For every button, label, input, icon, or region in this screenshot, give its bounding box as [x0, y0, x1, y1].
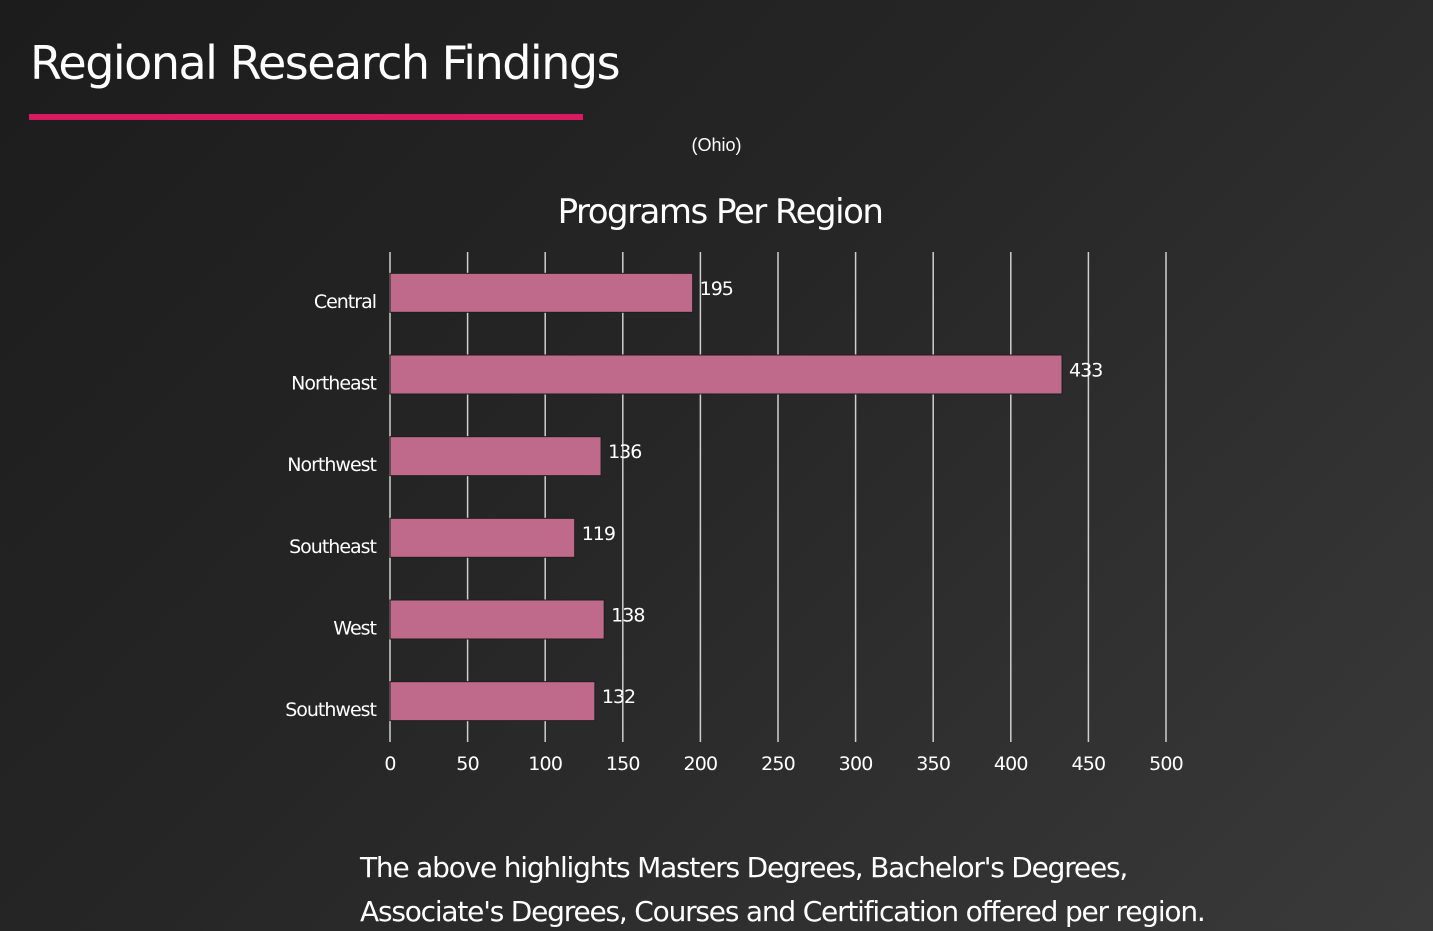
category-label: Central	[314, 291, 376, 313]
labels: 0 50 100 150 200 250 300 350 400 450 500 Central 195…	[285, 278, 1184, 775]
bar-central	[389, 272, 694, 313]
caption-line-1: The above highlights Masters Degrees, Ba…	[360, 851, 1128, 884]
x-tick-label: 50	[456, 753, 479, 775]
bars	[389, 272, 1063, 722]
data-label: 195	[700, 278, 733, 300]
data-label: 433	[1069, 360, 1102, 382]
category-label: West	[333, 618, 376, 640]
category-label: Northeast	[291, 373, 376, 395]
subtitle: (Ohio)	[691, 135, 742, 155]
x-tick-label: 200	[683, 753, 717, 775]
x-tick-label: 500	[1149, 753, 1183, 775]
category-label: Southwest	[285, 699, 376, 721]
gridlines	[389, 252, 1167, 742]
x-tick-label: 350	[916, 753, 950, 775]
x-tick-label: 400	[994, 753, 1028, 775]
bar-southeast	[389, 517, 576, 558]
x-tick-label: 300	[839, 753, 873, 775]
data-label: 119	[582, 523, 615, 545]
category-label: Southeast	[289, 536, 376, 558]
x-tick-label: 100	[528, 753, 562, 775]
data-label: 132	[602, 686, 635, 708]
bar-west	[389, 599, 605, 640]
bar-southwest	[389, 681, 596, 722]
x-tick-label: 0	[384, 753, 395, 775]
caption: The above highlights Masters Degrees, Ba…	[360, 846, 1420, 931]
x-tick-label: 250	[761, 753, 795, 775]
programs-per-region-chart: Programs Per Region 0 50 100 150 200 250 300 35…	[285, 192, 1184, 775]
x-tick-label: 450	[1071, 753, 1105, 775]
data-label: 138	[611, 605, 644, 627]
caption-line-2: Associate's Degrees, Courses and Certifi…	[360, 895, 1206, 928]
title-underline	[29, 114, 583, 120]
chart-title: Programs Per Region	[558, 192, 883, 232]
x-tick-label: 150	[606, 753, 640, 775]
data-label: 136	[608, 441, 641, 463]
slide-title: Regional Research Findings	[30, 36, 621, 90]
bar-northeast	[389, 354, 1063, 395]
bar-northwest	[389, 436, 602, 477]
category-label: Northwest	[287, 454, 376, 476]
